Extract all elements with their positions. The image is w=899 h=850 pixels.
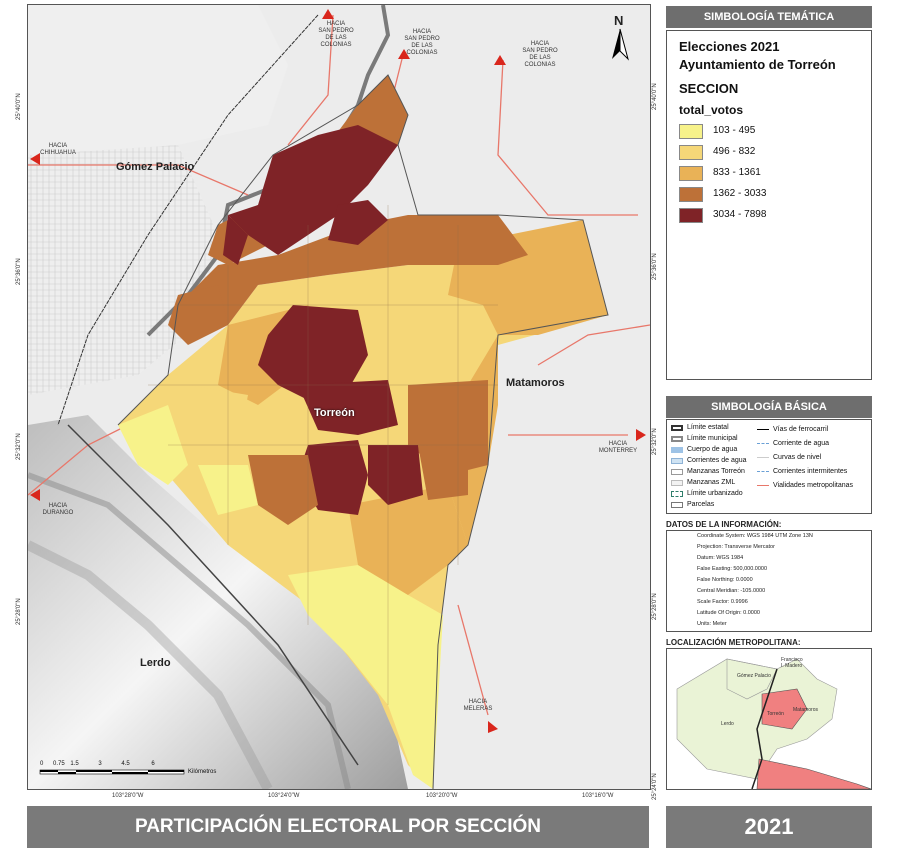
coord-bottom-1: 103°28'0"W (112, 793, 144, 799)
bas-item-vialidades: Vialidades metropolitanas (757, 482, 853, 489)
datos-line-6: Central Meridian: -105.0000 (697, 588, 766, 594)
bas-item-limite-estatal: Límite estatal (671, 424, 729, 431)
city-label-matamoros: Matamoros (506, 377, 565, 389)
legend-swatch-2 (679, 145, 703, 160)
bas-item-corriente-agua: Corriente de agua (757, 440, 829, 447)
coord-right-4: 25°28'0"N (652, 593, 658, 620)
legend-label-5: 3034 - 7898 (713, 209, 767, 220)
loc-label-francisco: Francisco I. Madero (781, 657, 803, 669)
loc-label-gomez: Gómez Palacio (737, 673, 771, 679)
coord-right-2: 25°36'0"N (652, 253, 658, 280)
legend-tematica: Elecciones 2021 Ayuntamiento de Torreón … (666, 30, 872, 380)
legend-basica: Límite estatal Límite municipal Cuerpo d… (666, 419, 872, 514)
legend-label-2: 496 - 832 (713, 146, 756, 157)
coord-bottom-2: 103°24'0"W (268, 793, 300, 799)
loc-label-lerdo: Lerdo (721, 721, 734, 727)
datos-line-4: False Easting: 500,000.0000 (697, 566, 768, 572)
coord-left-1: 25°40'0"N (16, 93, 22, 120)
datos-line-2: Projection: Transverse Mercator (697, 544, 775, 550)
legend-swatch-3 (679, 166, 703, 181)
city-label-lerdo: Lerdo (140, 657, 171, 669)
bas-item-manzanas-zml: Manzanas ZML (671, 479, 735, 486)
thematic-map[interactable]: Gómez Palacio Matamoros Torreón Lerdo HA… (27, 4, 651, 790)
coord-left-4: 25°28'0"N (16, 598, 22, 625)
hacia-monterrey-label: HACIA MONTERREY (598, 441, 638, 454)
bas-item-parcelas: Parcelas (671, 501, 714, 508)
legend-swatch-5 (679, 208, 703, 223)
bas-item-corrientes-agua: Corrientes de agua (671, 457, 747, 464)
datos-line-5: False Northing: 0.0000 (697, 577, 753, 583)
bas-item-limite-urbanizado: Límite urbanizado (671, 490, 743, 497)
hacia-san-pedro-label-3: HACIA SAN PEDRO DE LAS COLONIAS (522, 41, 558, 68)
legend-label-4: 1362 - 3033 (713, 188, 767, 199)
legend-title-line1: Elecciones 2021 (679, 39, 780, 54)
legend-label-3: 833 - 1361 (713, 167, 761, 178)
bas-item-corrientes-intermitentes: Corrientes intermitentes (757, 468, 847, 475)
hacia-san-pedro-label-2: HACIA SAN PEDRO DE LAS COLONIAS (404, 29, 440, 56)
datos-line-7: Scale Factor: 0.9996 (697, 599, 748, 605)
coord-bottom-4: 103°16'0"W (582, 793, 614, 799)
loc-label-torreon: Torreón (767, 711, 784, 717)
hacia-meleras-label: HACIA MELERAS (463, 699, 493, 712)
bas-item-limite-municipal: Límite municipal (671, 435, 738, 442)
coord-right-3: 25°32'0"N (652, 428, 658, 455)
scale-bar-ticks: 0 0.75 1.5 3 4.5 6 (40, 761, 155, 767)
north-label: N (614, 13, 624, 28)
hacia-chihuahua-label: HACIA CHIHUAHUA (40, 143, 76, 156)
legend-tematica-header: SIMBOLOGÍA TEMÁTICA (666, 6, 872, 28)
locmap-canvas (667, 649, 871, 789)
legend-field-name: total_votos (679, 103, 744, 117)
coord-bottom-3: 103°20'0"W (426, 793, 458, 799)
city-label-torreon: Torreón (314, 407, 355, 419)
legend-swatch-4 (679, 187, 703, 202)
localizacion-map: Gómez Palacio Lerdo Torreón Matamoros Fr… (666, 648, 872, 790)
bas-item-ferrocarril: Vías de ferrocarril (757, 426, 828, 433)
map-canvas (28, 5, 650, 789)
north-arrow-icon (612, 28, 629, 61)
datos-line-8: Latitude Of Origin: 0.0000 (697, 610, 760, 616)
footer-title: PARTICIPACIÓN ELECTORAL POR SECCIÓN (27, 806, 649, 848)
legend-label-1: 103 - 495 (713, 125, 756, 136)
datos-line-1: Coordinate System: WGS 1984 UTM Zone 13N (697, 533, 813, 539)
bas-item-manzanas-torreon: Manzanas Torreón (671, 468, 745, 475)
datos-line-3: Datum: WGS 1984 (697, 555, 744, 561)
datos-header: DATOS DE LA INFORMACIÓN: (666, 520, 782, 529)
legend-layer-name: SECCION (679, 81, 739, 96)
coord-right-5: 25°24'0"N (652, 773, 658, 800)
footer-year: 2021 (666, 806, 872, 848)
bas-item-cuerpo-agua: Cuerpo de agua (671, 446, 737, 453)
datos-panel: Coordinate System: WGS 1984 UTM Zone 13N… (666, 530, 872, 632)
legend-swatch-1 (679, 124, 703, 139)
scale-bar-unit: Kilómetros (188, 769, 217, 775)
legend-basica-header: SIMBOLOGÍA BÁSICA (666, 396, 872, 418)
hacia-durango-label: HACIA DURANGO (42, 503, 74, 516)
loc-label-matamoros: Matamoros (793, 707, 819, 713)
hacia-san-pedro-label-1: HACIA SAN PEDRO DE LAS COLONIAS (318, 21, 354, 48)
coord-left-2: 25°36'0"N (16, 258, 22, 285)
coord-left-3: 25°32'0"N (16, 433, 22, 460)
bas-item-curvas-nivel: Curvas de nivel (757, 454, 821, 461)
localizacion-header: LOCALIZACIÓN METROPOLITANA: (666, 638, 801, 647)
coord-right-1: 25°40'0"N (652, 83, 658, 110)
datos-line-9: Units: Meter (697, 621, 727, 627)
city-label-gomez-palacio: Gómez Palacio (116, 161, 195, 173)
legend-title-line2: Ayuntamiento de Torreón (679, 57, 836, 72)
